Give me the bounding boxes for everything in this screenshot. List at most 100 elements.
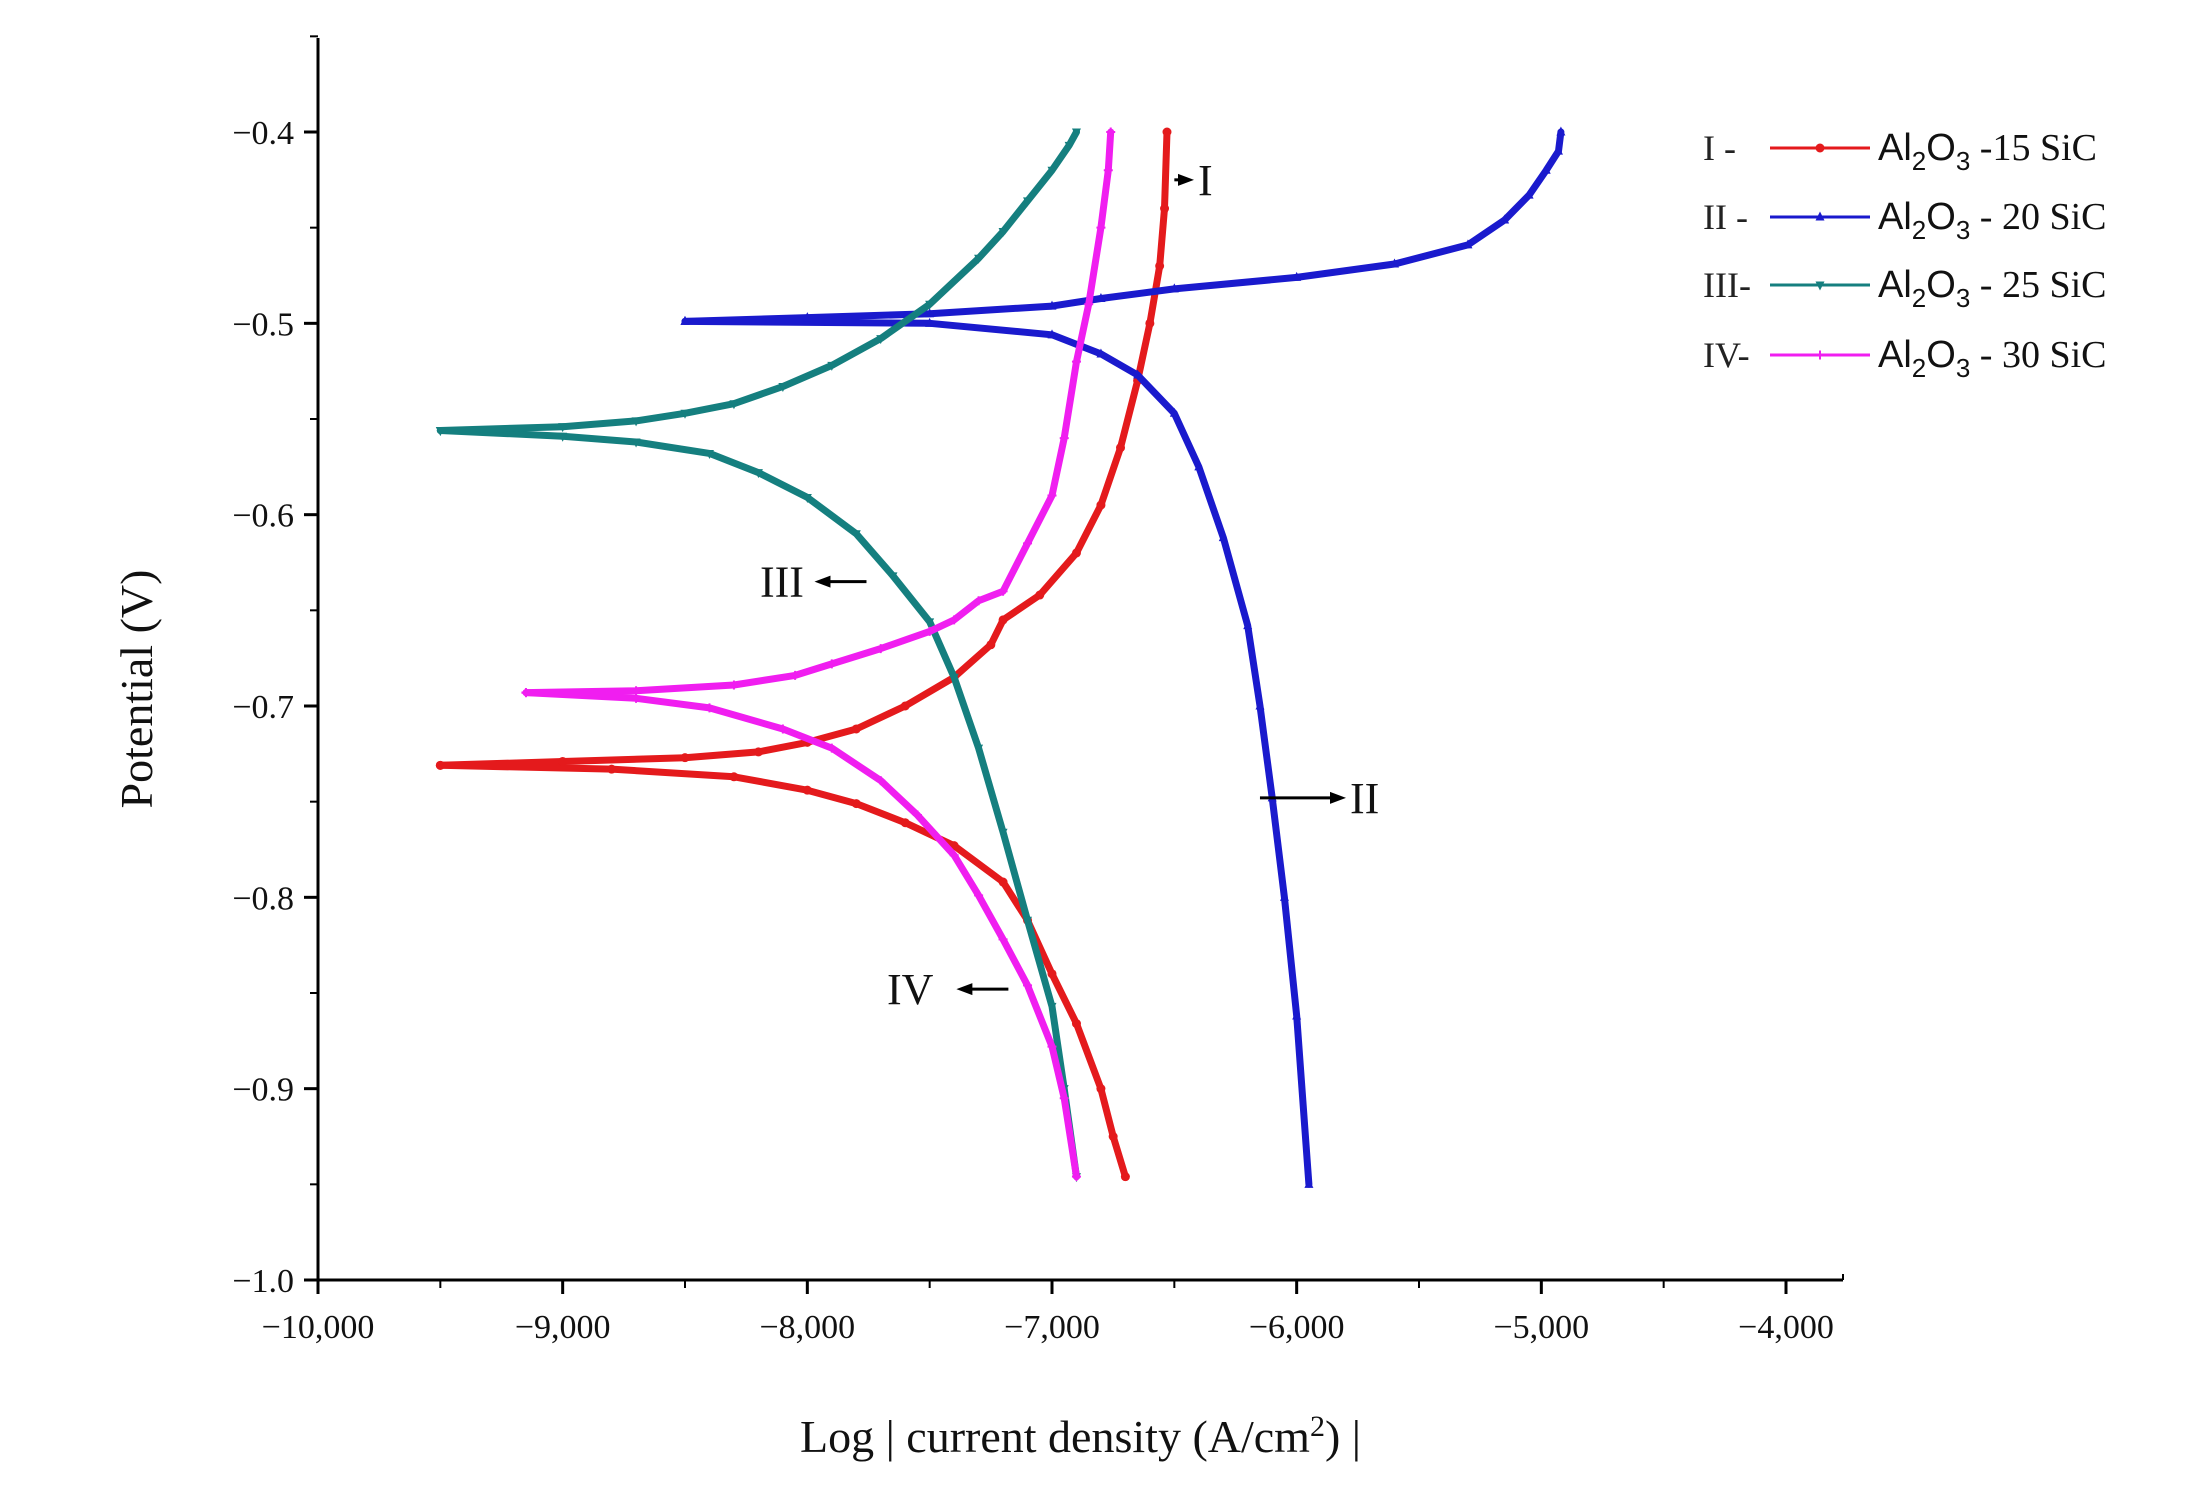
series-I-point bbox=[680, 753, 690, 763]
x-tick-label: −10,000 bbox=[262, 1309, 375, 1346]
series-I-point bbox=[1160, 204, 1170, 214]
series-IV-point bbox=[827, 659, 837, 669]
annotation-arrowhead-II bbox=[1330, 791, 1346, 804]
series-II-point bbox=[1541, 164, 1551, 174]
series-II-point bbox=[1390, 258, 1400, 268]
series-II-point bbox=[925, 317, 935, 327]
annotation-arrowhead-III bbox=[814, 575, 831, 588]
x-axis-title-end: ) | bbox=[1325, 1411, 1361, 1462]
x-axis-title-main: Log | current density (A/cm bbox=[800, 1411, 1310, 1462]
series-III-point bbox=[888, 572, 898, 582]
series-I-point bbox=[1120, 1172, 1130, 1182]
series-IV-anodic-line bbox=[522, 128, 1115, 697]
series-I-point bbox=[851, 724, 861, 734]
legend-subscript: 3 bbox=[1956, 353, 1970, 383]
x-tick-label: −8,000 bbox=[759, 1309, 855, 1346]
series-III-point bbox=[802, 493, 812, 503]
legend-marker-II bbox=[1815, 211, 1825, 221]
annotation-label-I: I bbox=[1198, 156, 1213, 205]
legend-formula-part: O bbox=[1926, 264, 1956, 306]
series-II-point bbox=[1304, 1178, 1314, 1188]
series-I-point bbox=[1035, 590, 1045, 600]
series-I-point bbox=[986, 640, 996, 650]
series-III-point bbox=[974, 744, 984, 754]
series-I-point bbox=[1047, 969, 1057, 979]
series-II-point bbox=[1194, 461, 1204, 471]
series-III-point bbox=[558, 423, 568, 433]
series-II-point bbox=[802, 312, 812, 322]
series-I-point bbox=[558, 756, 568, 766]
legend-roman-III: III- bbox=[1703, 265, 1751, 305]
series-IV bbox=[521, 127, 1116, 1182]
series-II-cathodic-line bbox=[681, 317, 1313, 1188]
series-IV-point bbox=[521, 688, 531, 698]
series-I-point bbox=[998, 615, 1008, 625]
series-III-point bbox=[680, 409, 690, 419]
series-III-point bbox=[1023, 916, 1033, 926]
legend-text-III: Al2O3 - 25 SiC bbox=[1878, 264, 2107, 313]
legend-subscript: 2 bbox=[1912, 353, 1926, 383]
series-II-point bbox=[1255, 700, 1265, 710]
series-I-point bbox=[851, 799, 861, 809]
series-III-point bbox=[998, 227, 1008, 237]
series-IV-point bbox=[1071, 357, 1081, 367]
series-III-point bbox=[998, 828, 1008, 838]
ticks: −1.0 −0.9 −0.8 −0.7 −0.6 −0.5 −0.4 −10,000 −9,00… bbox=[232, 35, 1834, 1346]
x-tick-label: −9,000 bbox=[515, 1309, 611, 1346]
series-II-point bbox=[1500, 214, 1510, 224]
annotation-IV: IV bbox=[887, 965, 1009, 1014]
series-III bbox=[435, 128, 1081, 1183]
series-IV-cathodic-markers bbox=[521, 688, 1081, 1182]
series-I-point bbox=[729, 772, 739, 782]
x-tick-label: −7,000 bbox=[1004, 1309, 1100, 1346]
y-axis-title: Potential (V) bbox=[111, 570, 162, 809]
y-tick-label: −0.5 bbox=[232, 306, 294, 343]
series-III-cathodic-markers bbox=[435, 426, 1081, 1183]
series-IV-point bbox=[729, 680, 739, 690]
series-IV-point bbox=[1047, 491, 1057, 501]
y-tick-label: −0.8 bbox=[232, 880, 294, 917]
legend-item-I: I - Al2O3 -15 SiC bbox=[1703, 127, 2097, 176]
legend-roman-I: I - bbox=[1703, 128, 1736, 168]
series-II-point bbox=[1096, 348, 1106, 358]
series-III-point bbox=[753, 469, 763, 479]
series-III-point bbox=[704, 449, 714, 459]
series-I-point bbox=[998, 877, 1008, 887]
series-III-point bbox=[435, 426, 445, 436]
series-II-point bbox=[1556, 126, 1566, 136]
legend-marker-I bbox=[1815, 143, 1825, 153]
series-III-point bbox=[1023, 197, 1033, 207]
legend-rest: - 25 SiC bbox=[1970, 264, 2106, 306]
series-II-point bbox=[680, 315, 690, 325]
legend-formula-part: O bbox=[1926, 127, 1956, 169]
series-IV-point bbox=[949, 615, 959, 625]
series-II-point bbox=[1218, 532, 1228, 542]
series-II-point bbox=[1463, 239, 1473, 249]
series-III-cathodic-line bbox=[436, 427, 1080, 1181]
series-IV-point bbox=[949, 850, 959, 860]
series-IV-point bbox=[998, 586, 1008, 596]
legend-formula-part: Al bbox=[1878, 334, 1912, 376]
series-IV-point bbox=[925, 626, 935, 636]
series-IV-point bbox=[827, 743, 837, 753]
series-II-point bbox=[1169, 407, 1179, 417]
series-I-anodic-markers bbox=[435, 127, 1172, 770]
series-I-point bbox=[1108, 1132, 1118, 1141]
series-I-point bbox=[1145, 318, 1155, 328]
series-IV-point bbox=[1047, 1042, 1057, 1052]
series-II bbox=[680, 126, 1566, 1188]
series-III-anodic-line bbox=[436, 128, 1080, 434]
series-III-point bbox=[925, 300, 935, 310]
legend-text-I: Al2O3 -15 SiC bbox=[1878, 127, 2097, 176]
series-I-point bbox=[607, 764, 617, 774]
x-tick-label: −6,000 bbox=[1249, 1309, 1345, 1346]
annotation-arrowhead-I bbox=[1178, 173, 1194, 186]
series-IV-point bbox=[998, 934, 1008, 944]
series-II-point bbox=[1292, 1010, 1302, 1020]
series-II-point bbox=[925, 308, 935, 318]
legend-roman-IV: IV- bbox=[1703, 335, 1750, 375]
legend-subscript: 3 bbox=[1956, 215, 1970, 245]
series-I-point bbox=[1071, 1019, 1081, 1029]
